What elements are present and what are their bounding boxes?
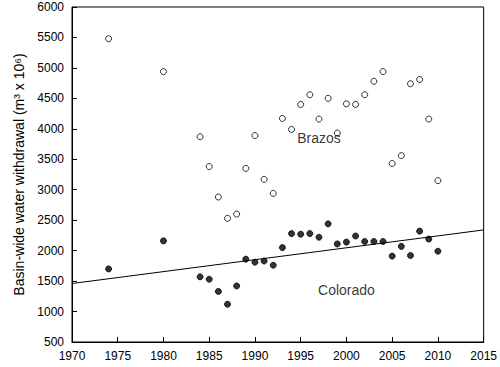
svg-text:2005: 2005 [379,349,406,363]
svg-text:2000: 2000 [333,349,360,363]
svg-text:Brazos: Brazos [297,130,341,146]
svg-text:1970: 1970 [59,349,86,363]
svg-text:6000: 6000 [37,0,64,14]
svg-text:1990: 1990 [242,349,269,363]
svg-text:5500: 5500 [37,30,64,44]
svg-text:3000: 3000 [37,183,64,197]
svg-text:1985: 1985 [196,349,223,363]
svg-text:1980: 1980 [150,349,177,363]
svg-text:1975: 1975 [104,349,131,363]
svg-text:4500: 4500 [37,91,64,105]
svg-text:2010: 2010 [425,349,452,363]
svg-text:Basin-wide water withdrawal (m: Basin-wide water withdrawal (m³ x 10⁶) [11,53,27,295]
svg-text:3500: 3500 [37,152,64,166]
svg-text:4000: 4000 [37,122,64,136]
svg-text:Colorado: Colorado [318,282,375,298]
svg-text:1000: 1000 [37,305,64,319]
svg-text:5000: 5000 [37,61,64,75]
svg-text:2000: 2000 [37,244,64,258]
svg-text:1995: 1995 [287,349,314,363]
svg-text:500: 500 [44,335,64,349]
svg-text:2015: 2015 [470,349,497,363]
svg-text:1500: 1500 [37,274,64,288]
svg-text:2500: 2500 [37,213,64,227]
